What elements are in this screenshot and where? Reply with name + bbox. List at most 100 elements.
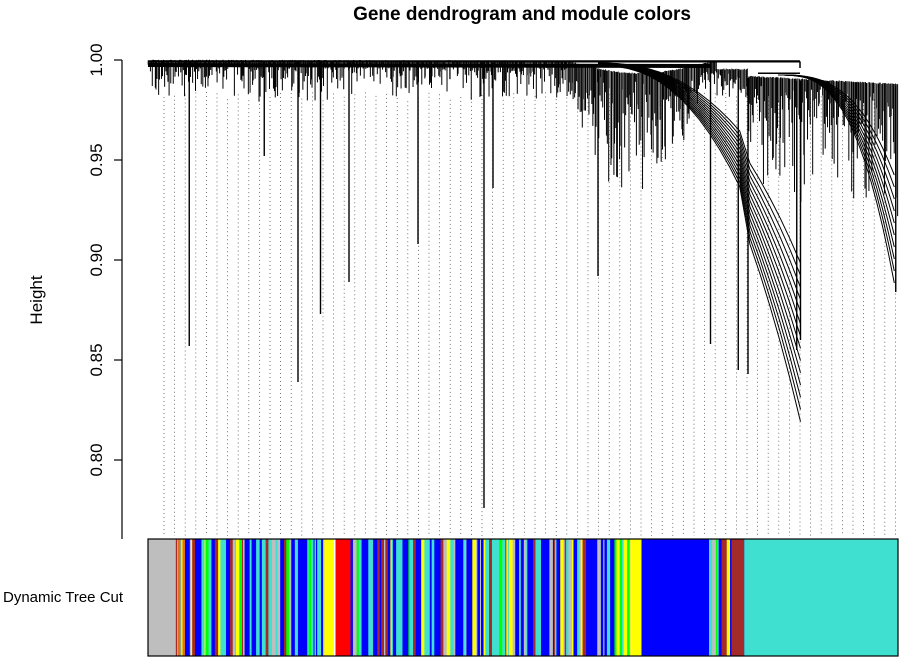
module-stripe (265, 539, 269, 656)
module-block-yellow (324, 539, 334, 656)
module-stripe (254, 539, 257, 656)
module-stripe (204, 539, 206, 656)
module-stripe (271, 539, 276, 656)
module-stripe (413, 539, 417, 656)
module-stripe (404, 539, 409, 656)
module-stripe (402, 539, 406, 656)
module-stripe (308, 539, 311, 656)
module-block-red (335, 539, 351, 656)
module-stripe (495, 539, 500, 656)
module-stripe (515, 539, 520, 656)
dendrogram-branch (778, 74, 895, 284)
module-stripe (563, 539, 566, 656)
module-stripe (491, 539, 497, 656)
module-stripe (724, 539, 728, 656)
module-stripe (476, 539, 478, 656)
module-stripe (182, 539, 185, 656)
module-stripe (544, 539, 546, 656)
module-stripe (715, 539, 718, 656)
module-stripe (721, 539, 725, 656)
module-stripe (479, 539, 482, 656)
module-stripe (450, 539, 455, 656)
module-stripe (499, 539, 503, 656)
module-stripe (371, 539, 374, 656)
module-block-brown (731, 539, 745, 656)
module-stripe (373, 539, 376, 656)
module-stripe (424, 539, 429, 656)
module-stripe (408, 539, 411, 656)
module-stripe (587, 539, 591, 656)
module-stripe (527, 539, 531, 656)
y-tick-label: 0.95 (87, 143, 106, 176)
module-stripe (545, 539, 550, 656)
module-stripe (709, 539, 713, 656)
module-stripe (212, 539, 216, 656)
module-stripe (294, 539, 299, 656)
module-stripe (222, 539, 227, 656)
module-stripe (314, 539, 317, 656)
module-stripe (540, 539, 545, 656)
module-stripe (463, 539, 466, 656)
color-row-label: Dynamic Tree Cut (3, 589, 124, 606)
module-stripe (313, 539, 315, 656)
module-stripe (535, 539, 539, 656)
module-stripe (251, 539, 256, 656)
module-stripe (573, 539, 578, 656)
module-stripe (379, 539, 382, 656)
module-stripe (175, 539, 178, 656)
module-stripe (208, 539, 212, 656)
module-block-grey (148, 539, 176, 656)
module-stripe (305, 539, 308, 656)
module-stripe (526, 539, 528, 656)
module-stripe (520, 539, 525, 656)
module-stripe (519, 539, 522, 656)
module-stripe (603, 539, 605, 656)
module-block-blue (641, 539, 709, 656)
module-stripe (211, 539, 214, 656)
dendrogram-branch (597, 64, 801, 361)
module-stripe (301, 539, 304, 656)
module-block-yellow (630, 539, 642, 656)
module-stripe (316, 539, 318, 656)
module-stripe (309, 539, 312, 656)
module-stripe (275, 539, 279, 656)
module-stripe (604, 539, 607, 656)
module-stripe (280, 539, 285, 656)
module-block-turquoise (744, 539, 898, 656)
module-stripe (391, 539, 394, 656)
module-stripe (396, 539, 401, 656)
module-stripe (590, 539, 594, 656)
module-stripe (481, 539, 484, 656)
module-stripe (458, 539, 463, 656)
module-stripe (717, 539, 720, 656)
module-stripe (600, 539, 604, 656)
dendrogram-branch (597, 65, 801, 422)
module-stripe (505, 539, 507, 656)
module-stripe (287, 539, 290, 656)
module-stripe (188, 539, 191, 656)
module-color-bar (147, 538, 899, 657)
y-tick-label: 0.90 (87, 243, 106, 276)
module-stripe (502, 539, 506, 656)
module-stripe (181, 539, 183, 656)
dendrogram-branch (597, 64, 801, 410)
module-stripe (214, 539, 219, 656)
module-stripe (385, 539, 389, 656)
module-stripe (582, 539, 586, 656)
module-stripe (531, 539, 534, 656)
module-stripe (218, 539, 221, 656)
module-stripe (440, 539, 444, 656)
module-stripe (537, 539, 542, 656)
module-color-bar-frame (147, 538, 899, 657)
module-stripe (185, 539, 189, 656)
module-stripe (622, 539, 625, 656)
module-stripe (712, 539, 717, 656)
module-stripe (627, 539, 630, 656)
module-stripe (256, 539, 261, 656)
module-stripe (352, 539, 358, 656)
module-stripe (429, 539, 433, 656)
module-stripe (619, 539, 623, 656)
module-stripe (235, 539, 240, 656)
module-stripe (577, 539, 580, 656)
module-stripe (446, 539, 451, 656)
